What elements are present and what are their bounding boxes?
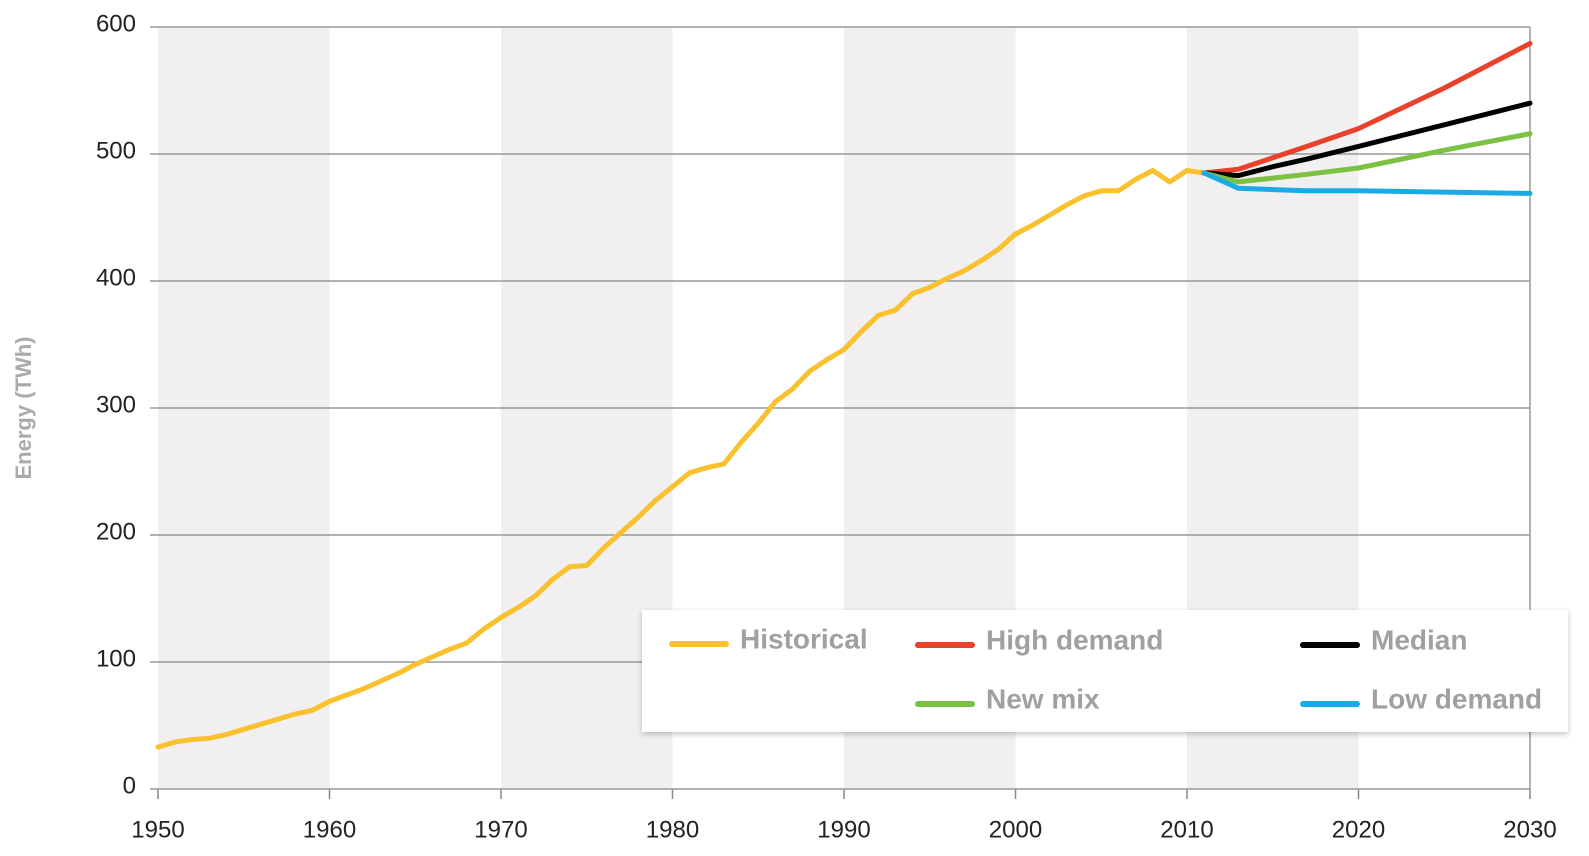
x-tick-label: 2010 bbox=[1160, 816, 1213, 843]
y-tick-label: 400 bbox=[96, 264, 136, 291]
line bbox=[155, 168, 1207, 750]
y-tick-label: 200 bbox=[96, 518, 136, 545]
line bbox=[1201, 41, 1533, 176]
legend-label: Historical bbox=[740, 623, 868, 654]
y-tick-label: 100 bbox=[96, 645, 136, 672]
legend-label: New mix bbox=[986, 683, 1100, 714]
x-tick-label: 2030 bbox=[1503, 816, 1556, 843]
y-axis-label: Energy (TWh) bbox=[11, 337, 36, 480]
x-tick-label: 1950 bbox=[131, 816, 184, 843]
line bbox=[1201, 131, 1533, 185]
x-tick-label: 1960 bbox=[303, 816, 356, 843]
y-tick-label: 0 bbox=[123, 772, 136, 799]
x-tick-label: 2020 bbox=[1332, 816, 1385, 843]
y-tick-label: 600 bbox=[96, 10, 136, 37]
legend-label: Low demand bbox=[1371, 683, 1542, 714]
y-tick-label: 500 bbox=[96, 137, 136, 164]
y-tick-label: 300 bbox=[96, 391, 136, 418]
line bbox=[1201, 170, 1533, 196]
x-tick-label: 1990 bbox=[817, 816, 870, 843]
x-tick-label: 1970 bbox=[474, 816, 527, 843]
x-tick-label: 1980 bbox=[646, 816, 699, 843]
x-tick-label: 2000 bbox=[989, 816, 1042, 843]
legend-label: Median bbox=[1371, 624, 1467, 655]
legend-box bbox=[642, 610, 1568, 732]
legend-label: High demand bbox=[986, 624, 1163, 655]
line bbox=[1201, 100, 1533, 179]
